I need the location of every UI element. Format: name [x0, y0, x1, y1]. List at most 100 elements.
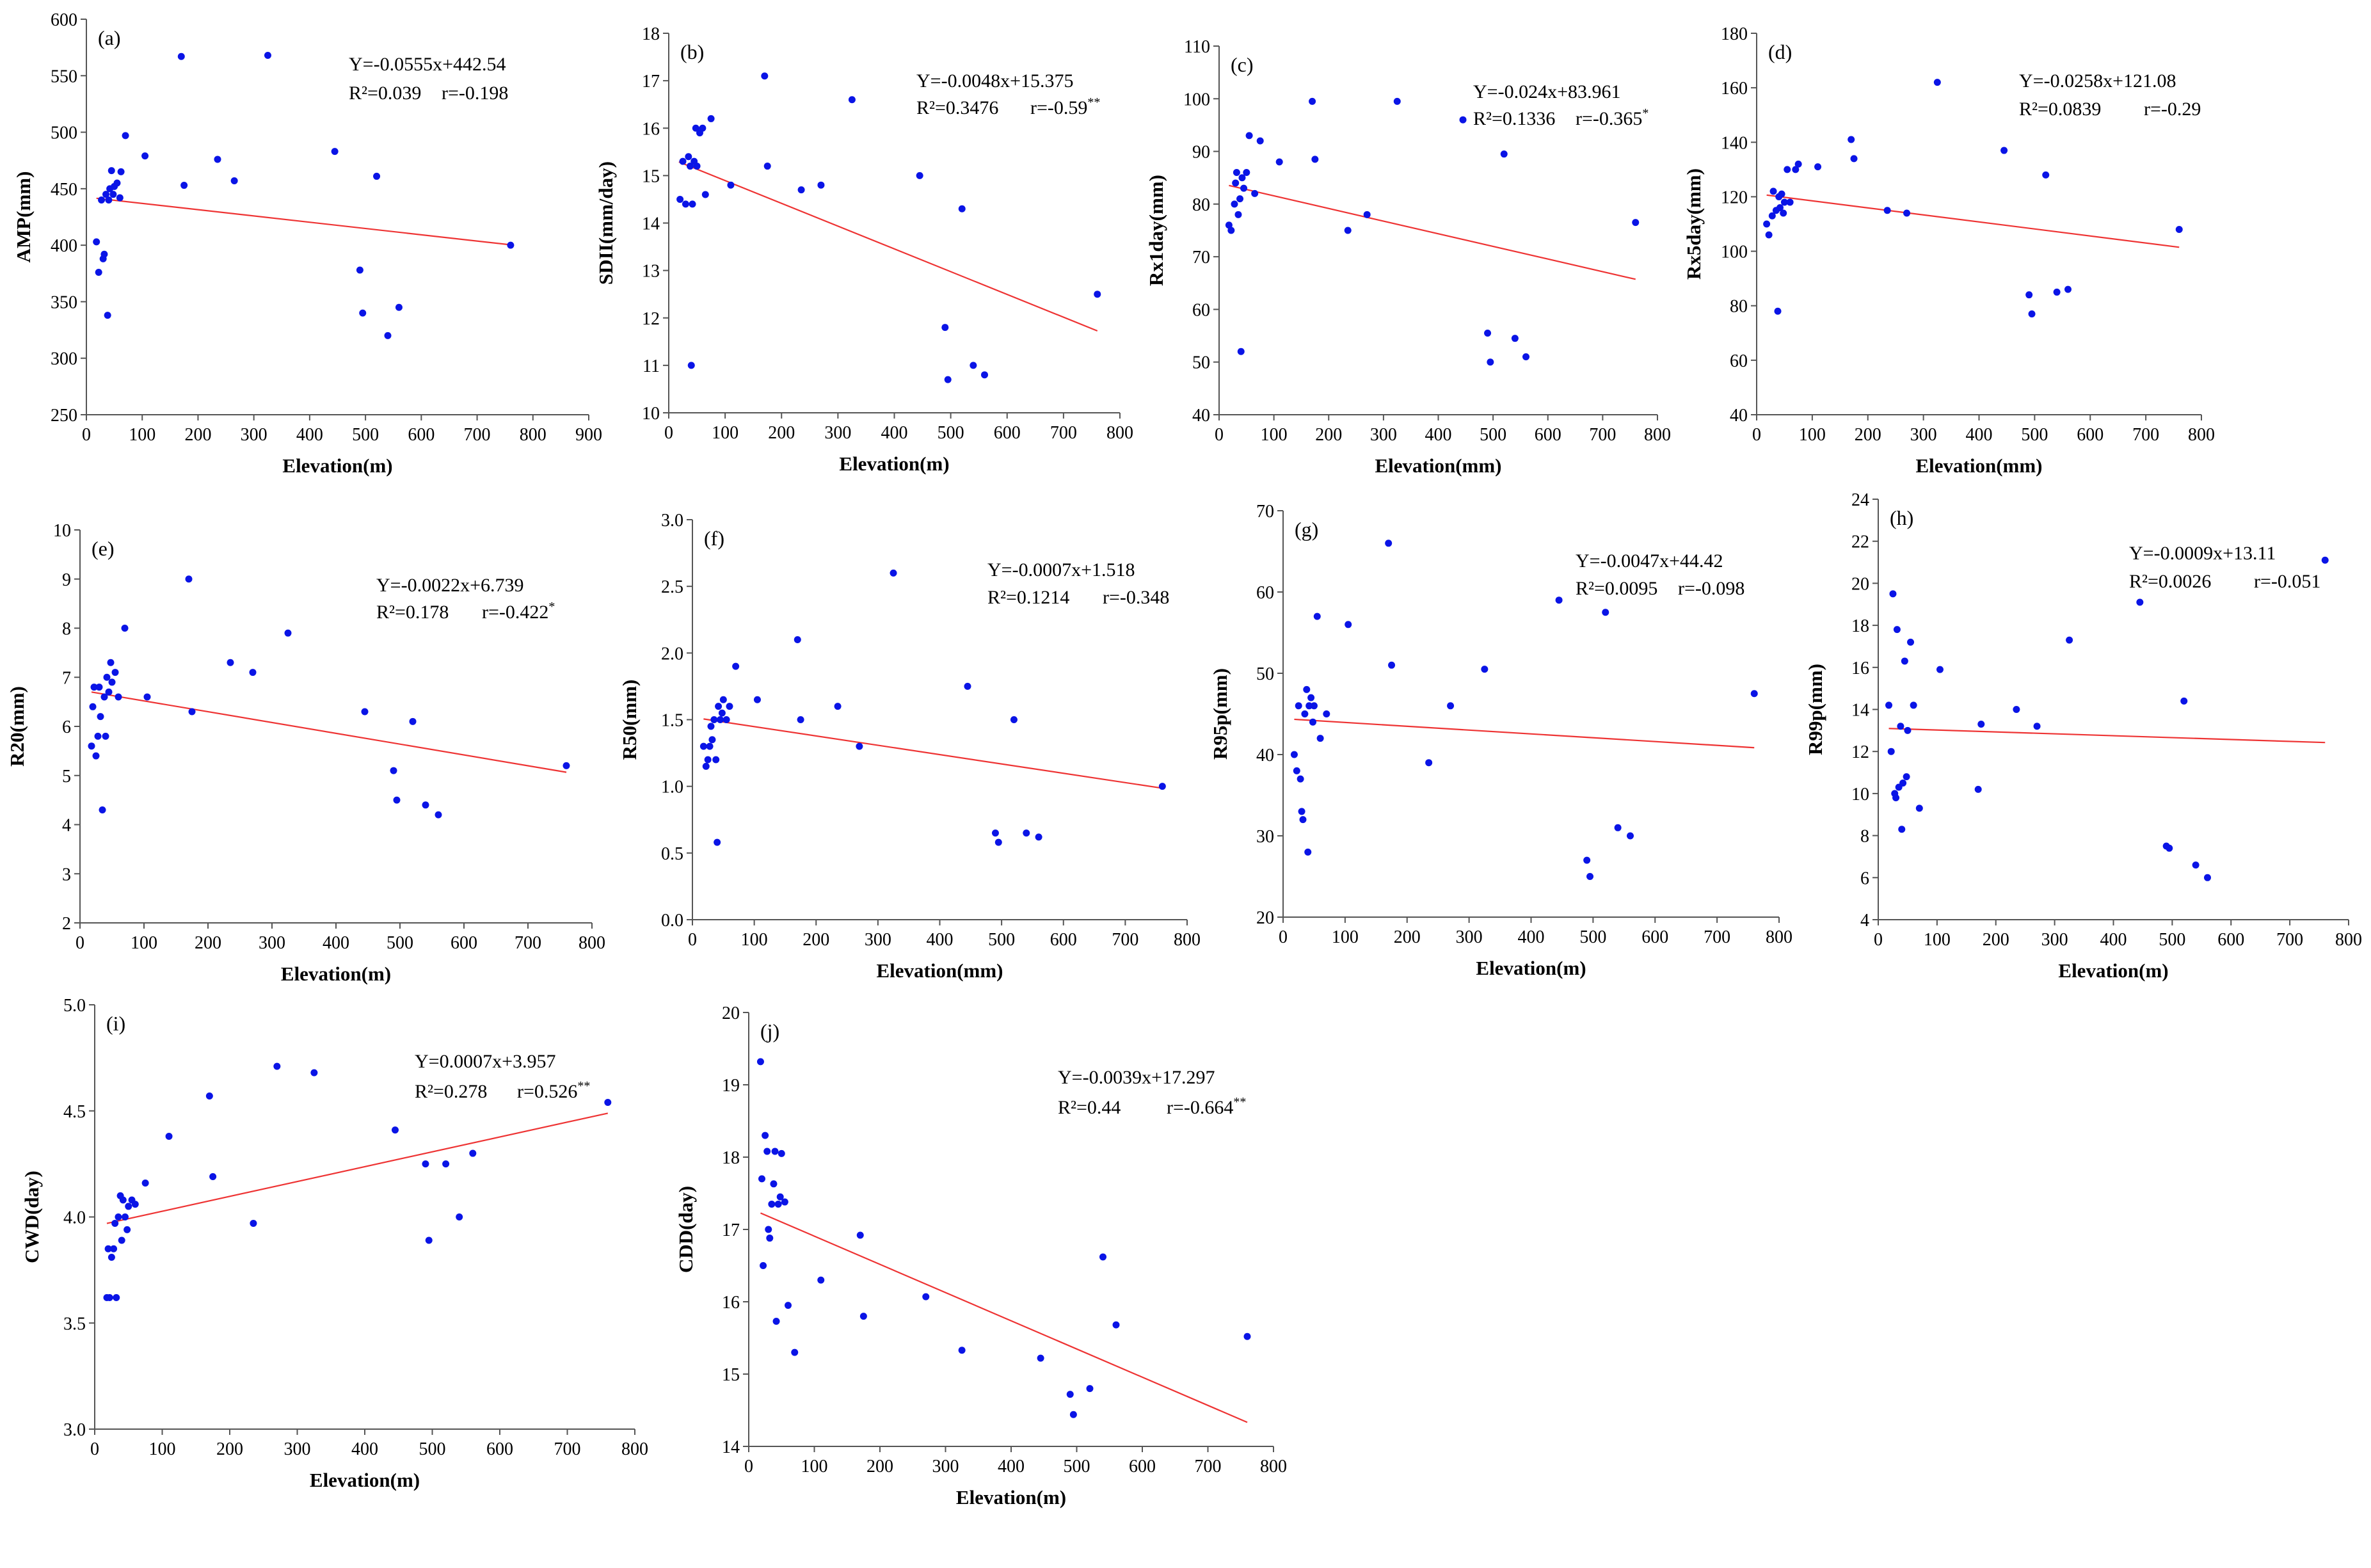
- x-tick-label: 800: [1644, 425, 1671, 445]
- data-point: [2025, 291, 2033, 299]
- y-tick-label: 20: [1851, 574, 1869, 594]
- x-tick-label: 800: [1106, 423, 1133, 443]
- data-point: [1889, 590, 1897, 598]
- x-axis-label: Elevation(m): [839, 452, 949, 475]
- r-squared-label: R²=0.1336: [1473, 108, 1555, 129]
- panel-label: (f): [704, 527, 724, 550]
- y-tick-label: 1.0: [661, 778, 683, 797]
- data-point: [1304, 848, 1312, 856]
- y-tick-label: 70: [1192, 248, 1210, 268]
- data-point: [106, 1293, 113, 1301]
- data-point: [88, 742, 95, 750]
- data-point: [117, 168, 125, 175]
- y-tick-label: 600: [51, 10, 77, 30]
- data-point: [143, 693, 151, 701]
- data-point: [1425, 759, 1433, 767]
- data-point: [941, 324, 949, 332]
- regression-equation: Y=-0.0007x+1.518: [987, 559, 1135, 580]
- trend-line: [1888, 728, 2326, 744]
- r-squared-label: R²=0.0839: [2019, 99, 2101, 120]
- data-point: [1232, 179, 1240, 187]
- y-tick-label: 15: [722, 1365, 740, 1385]
- trend-line: [678, 161, 1098, 332]
- chart-panel: 0 100 200 300 400 500 600 700 800 0.0 0.5 1.0 1.5 2.0…: [618, 511, 1201, 982]
- regression-equation: Y=-0.0258x+121.08: [2019, 70, 2176, 92]
- x-tick-label: 500: [1480, 425, 1506, 445]
- regression-equation: Y=0.0007x+3.957: [415, 1051, 556, 1072]
- data-point: [141, 152, 149, 160]
- x-tick-label: 700: [1589, 425, 1616, 445]
- x-tick-label: 200: [195, 933, 221, 953]
- data-point: [2204, 874, 2211, 881]
- x-tick-label: 700: [1195, 1457, 1222, 1476]
- x-tick-label: 300: [2041, 930, 2068, 950]
- data-point: [1237, 348, 1245, 355]
- data-point: [1086, 1385, 1094, 1393]
- y-axis-label: R50(mm): [618, 680, 641, 760]
- y-tick-label: 3.0: [63, 1420, 86, 1440]
- x-tick-label: 600: [1050, 930, 1077, 950]
- data-point: [1112, 1321, 1120, 1329]
- x-axis-label: Elevation(m): [282, 454, 392, 477]
- data-point: [2000, 147, 2008, 154]
- data-point: [1901, 657, 1908, 665]
- data-point: [970, 362, 977, 369]
- data-point: [712, 756, 720, 764]
- y-axis-label: R99p(mm): [1804, 664, 1826, 755]
- x-tick-label: 300: [284, 1439, 311, 1459]
- data-point: [699, 742, 707, 750]
- data-point: [1750, 690, 1758, 698]
- data-point: [944, 376, 952, 383]
- data-point: [991, 829, 999, 837]
- data-point: [422, 801, 429, 809]
- data-point: [1256, 137, 1264, 145]
- data-point: [1225, 221, 1233, 229]
- x-tick-label: 0: [1215, 425, 1224, 445]
- x-tick-label: 700: [1112, 930, 1138, 950]
- data-point: [1037, 1354, 1044, 1362]
- data-point: [1275, 158, 1283, 166]
- data-point: [422, 1160, 429, 1168]
- data-point: [1915, 804, 1923, 812]
- data-point: [797, 716, 804, 723]
- data-point: [1227, 227, 1235, 234]
- x-tick-label: 200: [216, 1439, 243, 1459]
- y-tick-label: 160: [1721, 79, 1748, 99]
- data-point: [704, 756, 712, 764]
- data-point: [1234, 211, 1242, 218]
- correlation-label: r=-0.365*: [1576, 106, 1649, 129]
- x-axis-label: Elevation(m): [310, 1469, 420, 1491]
- data-point: [100, 693, 108, 701]
- data-point: [699, 124, 707, 132]
- trend-line: [1294, 718, 1755, 749]
- data-point: [771, 1148, 779, 1155]
- data-point: [1910, 701, 1917, 709]
- chart-panel: 0 100 200 300 400 500 600 700 800 900 250 300 350 400…: [12, 10, 602, 477]
- data-point: [817, 1276, 825, 1284]
- data-point: [1974, 785, 1982, 793]
- data-point: [1904, 726, 1912, 734]
- data-point: [1385, 540, 1393, 547]
- y-tick-label: 100: [1183, 90, 1210, 109]
- data-point: [1892, 794, 1900, 801]
- data-point: [1309, 97, 1316, 105]
- data-point: [1481, 666, 1489, 673]
- x-tick-label: 100: [712, 423, 738, 443]
- x-axis-label: Elevation(mm): [1915, 454, 2042, 477]
- data-point: [1303, 685, 1311, 693]
- data-point: [981, 371, 988, 379]
- data-point: [1069, 1411, 1077, 1418]
- data-point: [1316, 735, 1324, 742]
- data-point: [1295, 702, 1302, 710]
- r-squared-label: R²=0.039: [349, 83, 421, 104]
- x-tick-label: 0: [744, 1457, 753, 1476]
- r-squared-label: R²=0.178: [376, 602, 449, 623]
- x-tick-label: 0: [664, 423, 673, 443]
- data-point: [105, 688, 113, 696]
- data-point: [2175, 226, 2183, 234]
- data-point: [753, 696, 761, 703]
- data-point: [125, 1203, 132, 1210]
- y-tick-label: 20: [1256, 908, 1274, 928]
- x-tick-label: 700: [464, 425, 491, 445]
- data-point: [722, 716, 730, 723]
